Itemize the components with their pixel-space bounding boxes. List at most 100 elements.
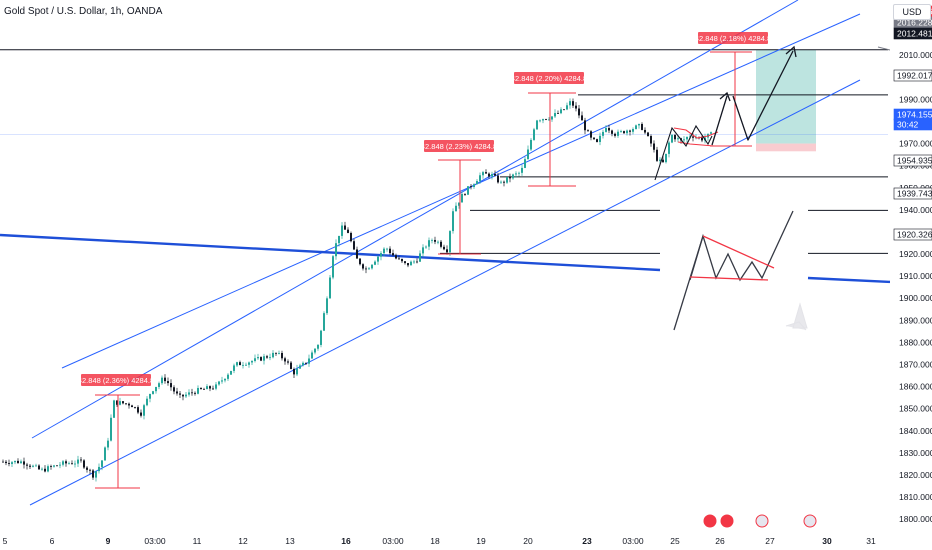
candle bbox=[647, 132, 649, 137]
candle bbox=[26, 464, 28, 466]
x-tick-label: 18 bbox=[430, 536, 440, 546]
candle bbox=[14, 460, 16, 463]
candle bbox=[596, 139, 598, 142]
candle bbox=[149, 393, 151, 399]
candle bbox=[281, 352, 283, 359]
arrow-head bbox=[719, 91, 731, 102]
candle bbox=[242, 364, 244, 366]
candle bbox=[545, 119, 547, 120]
candle bbox=[113, 400, 115, 418]
candle bbox=[608, 128, 610, 131]
x-tick-label: 30 bbox=[822, 536, 832, 546]
candle bbox=[491, 174, 493, 177]
candle bbox=[131, 405, 133, 408]
candle bbox=[329, 277, 331, 299]
channel-upper-line bbox=[61, 13, 861, 369]
candle bbox=[299, 365, 301, 369]
candle bbox=[206, 386, 208, 390]
y-tick-label: 1910.000 bbox=[899, 271, 932, 281]
connector-line bbox=[877, 46, 891, 51]
candle bbox=[164, 377, 166, 382]
candle bbox=[425, 246, 427, 248]
candle bbox=[128, 403, 130, 406]
candle bbox=[8, 463, 10, 464]
candle bbox=[293, 368, 295, 375]
price-label-bg bbox=[893, 118, 932, 131]
candle bbox=[446, 249, 448, 253]
candle bbox=[395, 255, 397, 259]
candle bbox=[662, 159, 664, 163]
candle bbox=[566, 105, 568, 110]
y-tick-label: 1800.000 bbox=[899, 514, 932, 524]
candle bbox=[605, 128, 607, 132]
candle bbox=[665, 153, 667, 163]
price-axis-bg bbox=[890, 0, 932, 540]
candle bbox=[389, 248, 391, 254]
price-label-bg bbox=[893, 27, 932, 40]
price-label: 1974.155 bbox=[897, 110, 932, 120]
symbol-title: Gold Spot / U.S. Dollar, 1h, OANDA bbox=[4, 6, 163, 17]
flag-zigzag bbox=[654, 124, 713, 181]
x-tick-label: 9 bbox=[106, 536, 111, 546]
candle bbox=[134, 407, 136, 408]
x-tick-label: 12 bbox=[238, 536, 248, 546]
measure-label: 42.848 (2.23%) 4284.8 bbox=[421, 142, 497, 151]
currency-button[interactable]: USD bbox=[893, 4, 931, 20]
measure-label-bg bbox=[81, 374, 151, 386]
candle bbox=[122, 401, 124, 404]
candle bbox=[353, 241, 355, 250]
candle bbox=[104, 447, 106, 461]
candle bbox=[47, 466, 49, 472]
candle bbox=[44, 468, 46, 472]
candle bbox=[710, 132, 712, 134]
candle bbox=[251, 361, 253, 363]
price-label: 1992.017 bbox=[897, 71, 932, 81]
price-label: 1954.935 bbox=[897, 156, 932, 166]
flag-top-line bbox=[673, 127, 719, 139]
y-tick-label: 1850.000 bbox=[899, 404, 932, 414]
candle bbox=[233, 365, 235, 371]
x-tick-label: 31 bbox=[866, 536, 876, 546]
candle bbox=[278, 352, 280, 354]
candles bbox=[2, 98, 712, 482]
candle bbox=[557, 113, 559, 114]
candle bbox=[161, 377, 163, 384]
channel-top-line bbox=[31, 0, 799, 439]
candle bbox=[263, 356, 265, 361]
candle bbox=[200, 387, 202, 389]
x-tick-label: 13 bbox=[285, 536, 295, 546]
candle bbox=[50, 466, 52, 467]
candle bbox=[56, 465, 58, 467]
candle bbox=[638, 123, 640, 126]
candle bbox=[629, 130, 631, 132]
candle bbox=[581, 115, 583, 121]
candle bbox=[410, 261, 412, 266]
arrow-head bbox=[785, 45, 797, 58]
candle bbox=[548, 119, 550, 121]
x-tick-label: 23 bbox=[582, 536, 592, 546]
candle bbox=[239, 362, 241, 366]
candle bbox=[533, 129, 535, 140]
candle bbox=[92, 470, 94, 478]
candle bbox=[32, 465, 34, 467]
y-tick-label: 1990.000 bbox=[899, 94, 932, 104]
candle bbox=[116, 400, 118, 405]
candle bbox=[674, 135, 676, 140]
candle bbox=[452, 211, 454, 232]
candle bbox=[476, 181, 478, 185]
x-tick-label: 03:00 bbox=[622, 536, 644, 546]
candle bbox=[110, 417, 112, 441]
y-tick-label: 1970.000 bbox=[899, 139, 932, 149]
candle bbox=[461, 193, 463, 203]
candle bbox=[11, 462, 13, 464]
candle bbox=[221, 380, 223, 382]
candle bbox=[284, 358, 286, 362]
candle bbox=[473, 184, 475, 187]
candle bbox=[227, 374, 229, 379]
candle bbox=[197, 387, 199, 394]
measure-label-bg bbox=[424, 140, 494, 152]
y-tick-label: 1830.000 bbox=[899, 448, 932, 458]
candle bbox=[41, 468, 43, 470]
